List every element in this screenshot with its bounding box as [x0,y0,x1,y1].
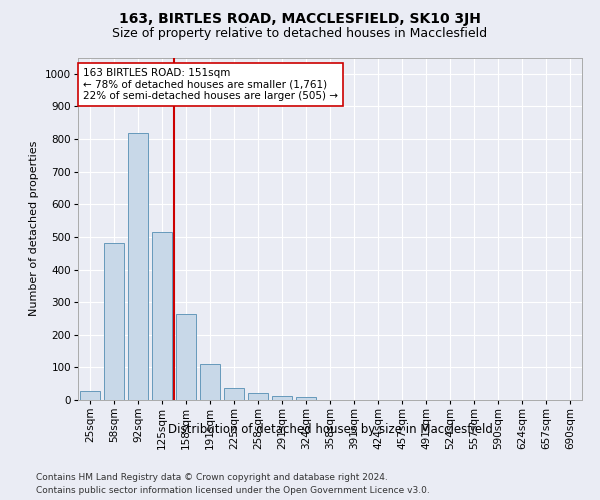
Bar [176,314,196,400]
Bar [224,388,244,400]
Bar [128,132,148,400]
Text: Distribution of detached houses by size in Macclesfield: Distribution of detached houses by size … [167,422,493,436]
Bar [104,244,124,400]
Text: 163 BIRTLES ROAD: 151sqm
← 78% of detached houses are smaller (1,761)
22% of sem: 163 BIRTLES ROAD: 151sqm ← 78% of detach… [83,68,338,101]
Bar [296,398,316,400]
Bar [272,396,292,400]
Text: Contains HM Land Registry data © Crown copyright and database right 2024.: Contains HM Land Registry data © Crown c… [36,472,388,482]
Bar [152,232,172,400]
Bar [80,391,100,400]
Text: 163, BIRTLES ROAD, MACCLESFIELD, SK10 3JH: 163, BIRTLES ROAD, MACCLESFIELD, SK10 3J… [119,12,481,26]
Bar [200,364,220,400]
Y-axis label: Number of detached properties: Number of detached properties [29,141,40,316]
Bar [248,394,268,400]
Text: Size of property relative to detached houses in Macclesfield: Size of property relative to detached ho… [112,28,488,40]
Text: Contains public sector information licensed under the Open Government Licence v3: Contains public sector information licen… [36,486,430,495]
